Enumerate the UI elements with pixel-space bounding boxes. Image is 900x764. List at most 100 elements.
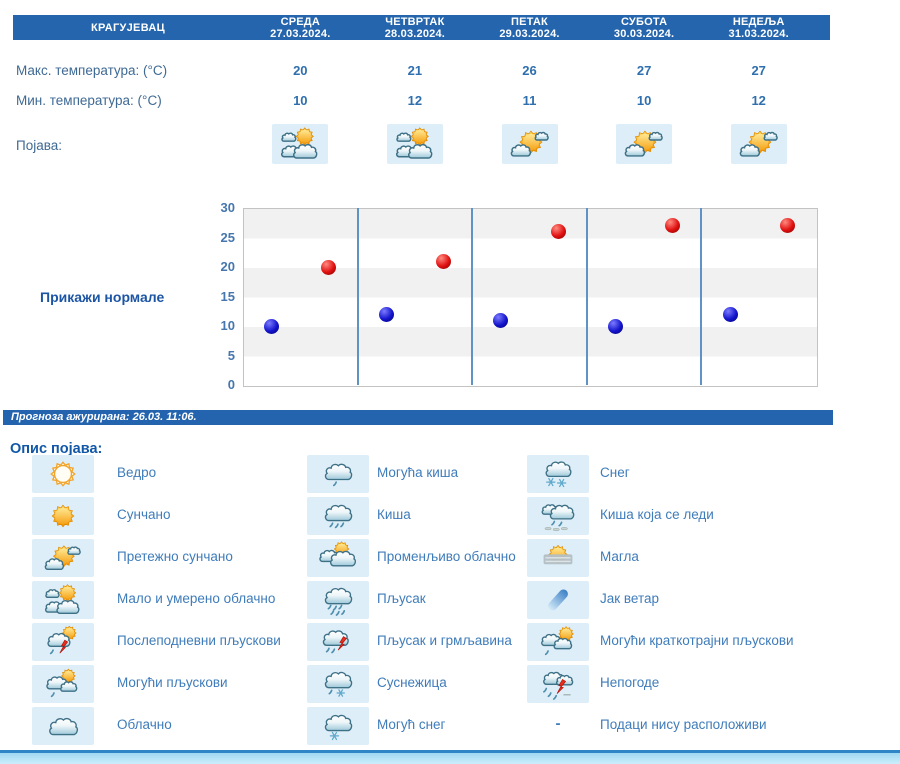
- max-temp-point: [550, 224, 566, 240]
- y-axis-tick-label: 30: [220, 200, 235, 215]
- min-temp-value: 10: [293, 93, 308, 108]
- phenomenon-icon-cell: [272, 124, 329, 164]
- legend-icon-cell: [527, 455, 589, 493]
- legend-icon-cell: [307, 497, 369, 535]
- possible-showers-icon: [46, 668, 78, 698]
- legend-icon-cell: [32, 623, 94, 661]
- cloudy-icon: [49, 717, 78, 736]
- y-axis-tick-label: 15: [220, 288, 235, 304]
- phenomenon-icon-cell: [730, 124, 787, 164]
- day-column-header: СУБОТА 30.03.2024.: [587, 16, 702, 40]
- legend-item-label: Ведро: [117, 465, 157, 480]
- legend-icon-cell: [307, 581, 369, 619]
- forecast-table-header: КРАГУЈЕВАЦ СРЕДА 27.03.2024. ЧЕТВРТАК 28.03…: [13, 15, 830, 40]
- forecast-updated-bar: Прогноза ажурирана: 26.03. 11:06.: [3, 410, 833, 425]
- day-separator-line: [356, 208, 359, 385]
- min-temp-value: 11: [522, 93, 537, 108]
- min-temp-point: [722, 306, 738, 322]
- max-temp-value: 26: [522, 63, 537, 78]
- max-temp-point: [779, 218, 795, 234]
- y-axis-tick-label: 0: [227, 377, 235, 392]
- legend-item-label: Киша: [377, 507, 411, 522]
- legend-title: Опис појава:: [10, 441, 103, 457]
- short-showers-icon: [541, 626, 574, 656]
- y-axis-tick-label: 25: [220, 229, 235, 245]
- legend-item-label: Могући краткотрајни пљускови: [600, 633, 794, 648]
- phenomenon-icon-cell: [616, 124, 673, 164]
- y-axis-tick-label: 10: [220, 318, 235, 333]
- legend-item-label: Пљусак и грмљавина: [377, 633, 512, 648]
- min-temp-point: [493, 312, 509, 328]
- sunny-icon: [51, 504, 75, 528]
- y-axis-tick-label: 5: [227, 347, 235, 363]
- possible-snow-icon: [324, 714, 353, 741]
- strong-wind-icon: [548, 589, 568, 611]
- possible-rain-icon: [324, 463, 353, 487]
- day-separator-line: [700, 208, 703, 385]
- sleet-icon: [324, 671, 353, 697]
- min-temp-row-label: Мин. температура: (°C): [16, 93, 162, 108]
- legend-item-label: Пљусак: [377, 591, 426, 606]
- storm-icon: [543, 671, 574, 700]
- shower-thunder-icon: [322, 630, 349, 654]
- afternoon-showers-icon: [47, 625, 77, 655]
- legend-item-label: Могућ снег: [377, 717, 446, 732]
- mostly-sunny-icon: [44, 545, 81, 570]
- show-normals-link[interactable]: Прикажи нормале: [40, 289, 165, 305]
- day-date: 27.03.2024.: [270, 27, 331, 40]
- temperature-chart-plot: [243, 208, 818, 387]
- max-temp-point: [436, 253, 452, 269]
- legend-icon-cell: [32, 455, 94, 493]
- phenomenon-row-label: Појава:: [16, 138, 62, 153]
- legend-item-label: Снег: [600, 465, 630, 480]
- mostly-sunny-icon: [739, 130, 778, 157]
- legend-icon-cell: [307, 455, 369, 493]
- legend-item-label: Непогоде: [600, 675, 660, 690]
- mostly-sunny-icon: [510, 130, 549, 157]
- legend-icon-cell: [32, 581, 94, 619]
- legend-item-label: Мало и умерено облачно: [117, 591, 276, 606]
- y-axis-tick-label: 20: [220, 259, 235, 274]
- min-temp-point: [264, 318, 280, 334]
- day-separator-line: [471, 208, 474, 385]
- mostly-sunny-icon: [624, 130, 663, 157]
- phenomenon-icon-cell: [501, 124, 558, 164]
- variable-cloudy-icon: [319, 541, 356, 567]
- legend-item-label: Могући пљускови: [117, 675, 228, 690]
- day-column-header: ЧЕТВРТАК 28.03.2024.: [358, 16, 473, 40]
- min-temp-point: [378, 306, 394, 322]
- legend-item-label: Јак ветар: [600, 591, 660, 606]
- legend-item-label: Послеподневни пљускови: [117, 633, 281, 648]
- legend-item-label: Облачно: [117, 717, 172, 732]
- partly-cloudy-icon: [281, 127, 318, 159]
- legend-icon-cell: [32, 497, 94, 535]
- partly-cloudy-icon: [44, 584, 80, 614]
- snow-icon: [545, 461, 572, 488]
- max-temp-point: [321, 259, 337, 275]
- legend-item-label: Сунчано: [117, 507, 171, 522]
- min-temp-value: 12: [407, 93, 423, 108]
- partly-cloudy-icon: [395, 127, 433, 159]
- day-date: 28.03.2024.: [384, 27, 446, 40]
- max-temp-value: 21: [407, 63, 423, 78]
- legend-icon-cell: [32, 707, 94, 745]
- day-name: ПЕТАК: [511, 15, 548, 28]
- day-column-header: ПЕТАК 29.03.2024.: [472, 16, 587, 40]
- bottom-divider-bar: [0, 750, 900, 764]
- max-temp-value: 20: [293, 63, 308, 78]
- min-temp-point: [607, 318, 623, 334]
- legend-item-label: Могућа киша: [377, 465, 459, 480]
- city-name: КРАГУЈЕВАЦ: [91, 21, 165, 34]
- max-temp-value: 27: [636, 63, 652, 78]
- legend-icon-cell: [307, 623, 369, 661]
- day-date: 31.03.2024.: [728, 27, 789, 40]
- legend-item-label: Магла: [600, 549, 639, 564]
- rain-icon: [324, 504, 353, 529]
- min-temp-value: 10: [636, 93, 652, 108]
- no-data-dash: -: [555, 715, 561, 732]
- legend-icon-cell: [527, 581, 589, 619]
- legend-item-label: Променљиво облачно: [377, 549, 516, 564]
- shower-icon: [324, 587, 353, 616]
- freezing-rain-icon: [541, 504, 575, 531]
